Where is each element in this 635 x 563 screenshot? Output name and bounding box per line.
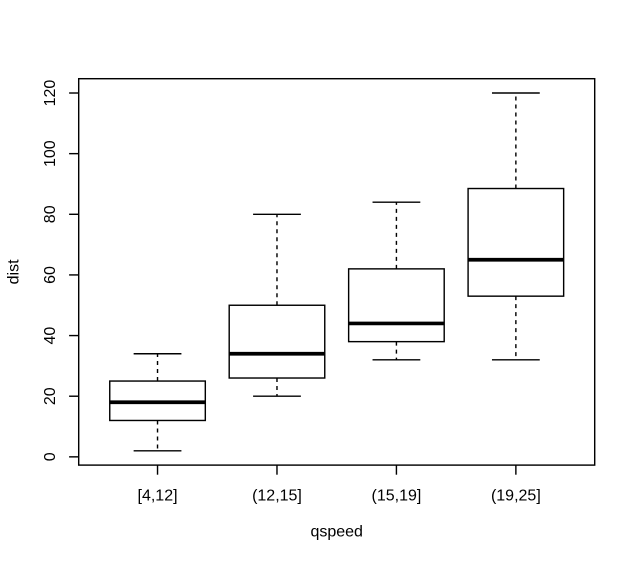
svg-text:80: 80 [42, 205, 59, 223]
svg-text:qspeed: qspeed [310, 524, 363, 541]
svg-text:(19,25]: (19,25] [491, 487, 541, 504]
svg-text:40: 40 [42, 327, 59, 345]
svg-text:0: 0 [42, 452, 59, 461]
svg-text:60: 60 [42, 266, 59, 284]
svg-text:20: 20 [42, 387, 59, 405]
svg-text:100: 100 [42, 140, 59, 167]
svg-text:(12,15]: (12,15] [252, 487, 302, 504]
svg-text:[4,12]: [4,12] [138, 487, 178, 504]
svg-text:(15,19]: (15,19] [372, 487, 422, 504]
svg-text:120: 120 [42, 80, 59, 107]
svg-text:dist: dist [5, 259, 22, 284]
